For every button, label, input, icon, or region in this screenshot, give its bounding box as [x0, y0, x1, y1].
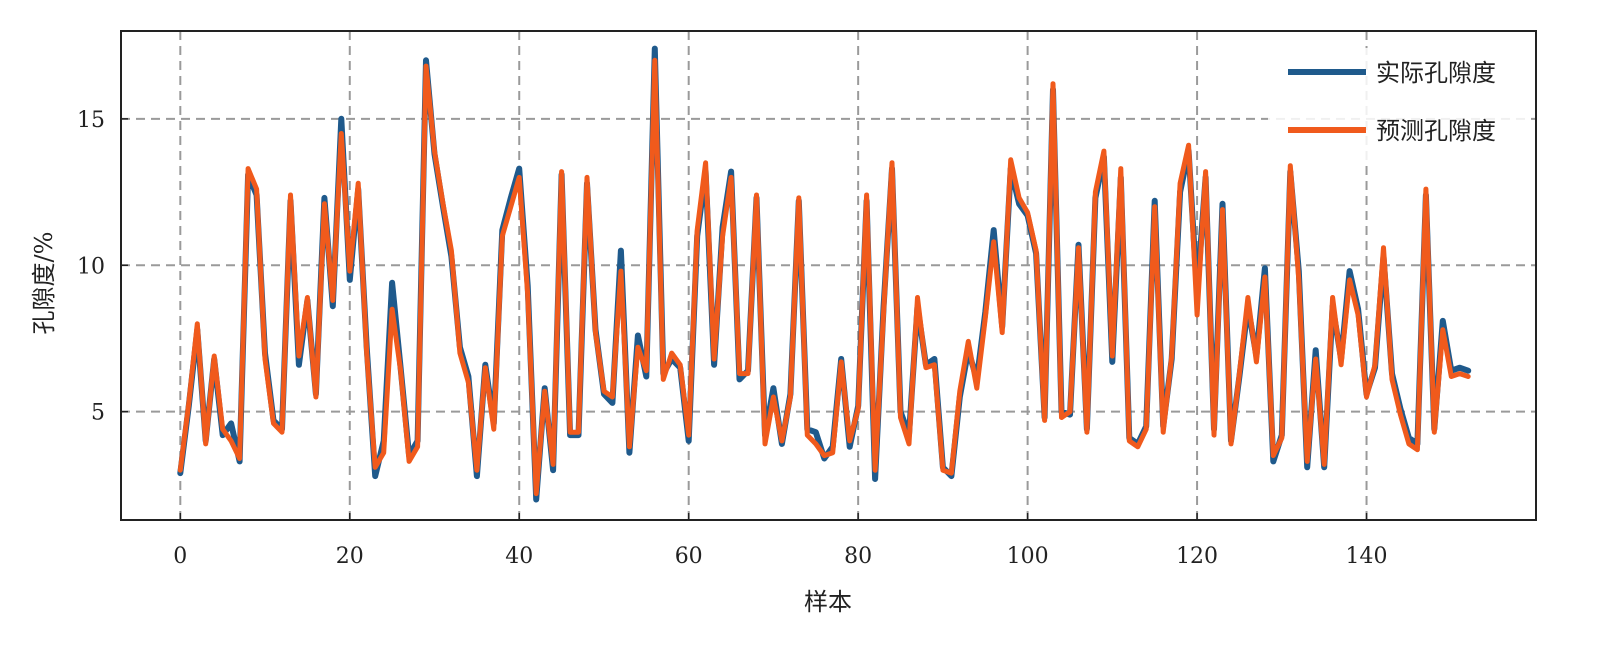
- series-lines: [177, 45, 1472, 503]
- y-tick-label: 5: [91, 401, 105, 426]
- series-line-2: [177, 57, 1471, 497]
- x-axis-label: 样本: [804, 588, 852, 616]
- x-tick-label: 0: [173, 544, 187, 569]
- x-tick-label: 40: [505, 544, 533, 569]
- x-tick-label: 20: [336, 544, 364, 569]
- ticks: 0 20 40 60 80 100 120 140 5 10 15: [77, 108, 1388, 569]
- y-axis-label: 孔隙度/%: [30, 232, 58, 335]
- x-tick-label: 80: [844, 544, 872, 569]
- legend-box: [1268, 48, 1530, 162]
- x-tick-label: 60: [675, 544, 703, 569]
- legend-label-2: 预测孔隙度: [1376, 117, 1496, 145]
- x-tick-label: 120: [1176, 544, 1218, 569]
- y-tick-label: 10: [77, 254, 105, 279]
- x-tick-label: 100: [1007, 544, 1049, 569]
- plot-frame: [120, 30, 1537, 521]
- legend-label-1: 实际孔隙度: [1376, 59, 1496, 87]
- x-tick-label: 140: [1346, 544, 1388, 569]
- y-tick-label: 15: [77, 108, 105, 133]
